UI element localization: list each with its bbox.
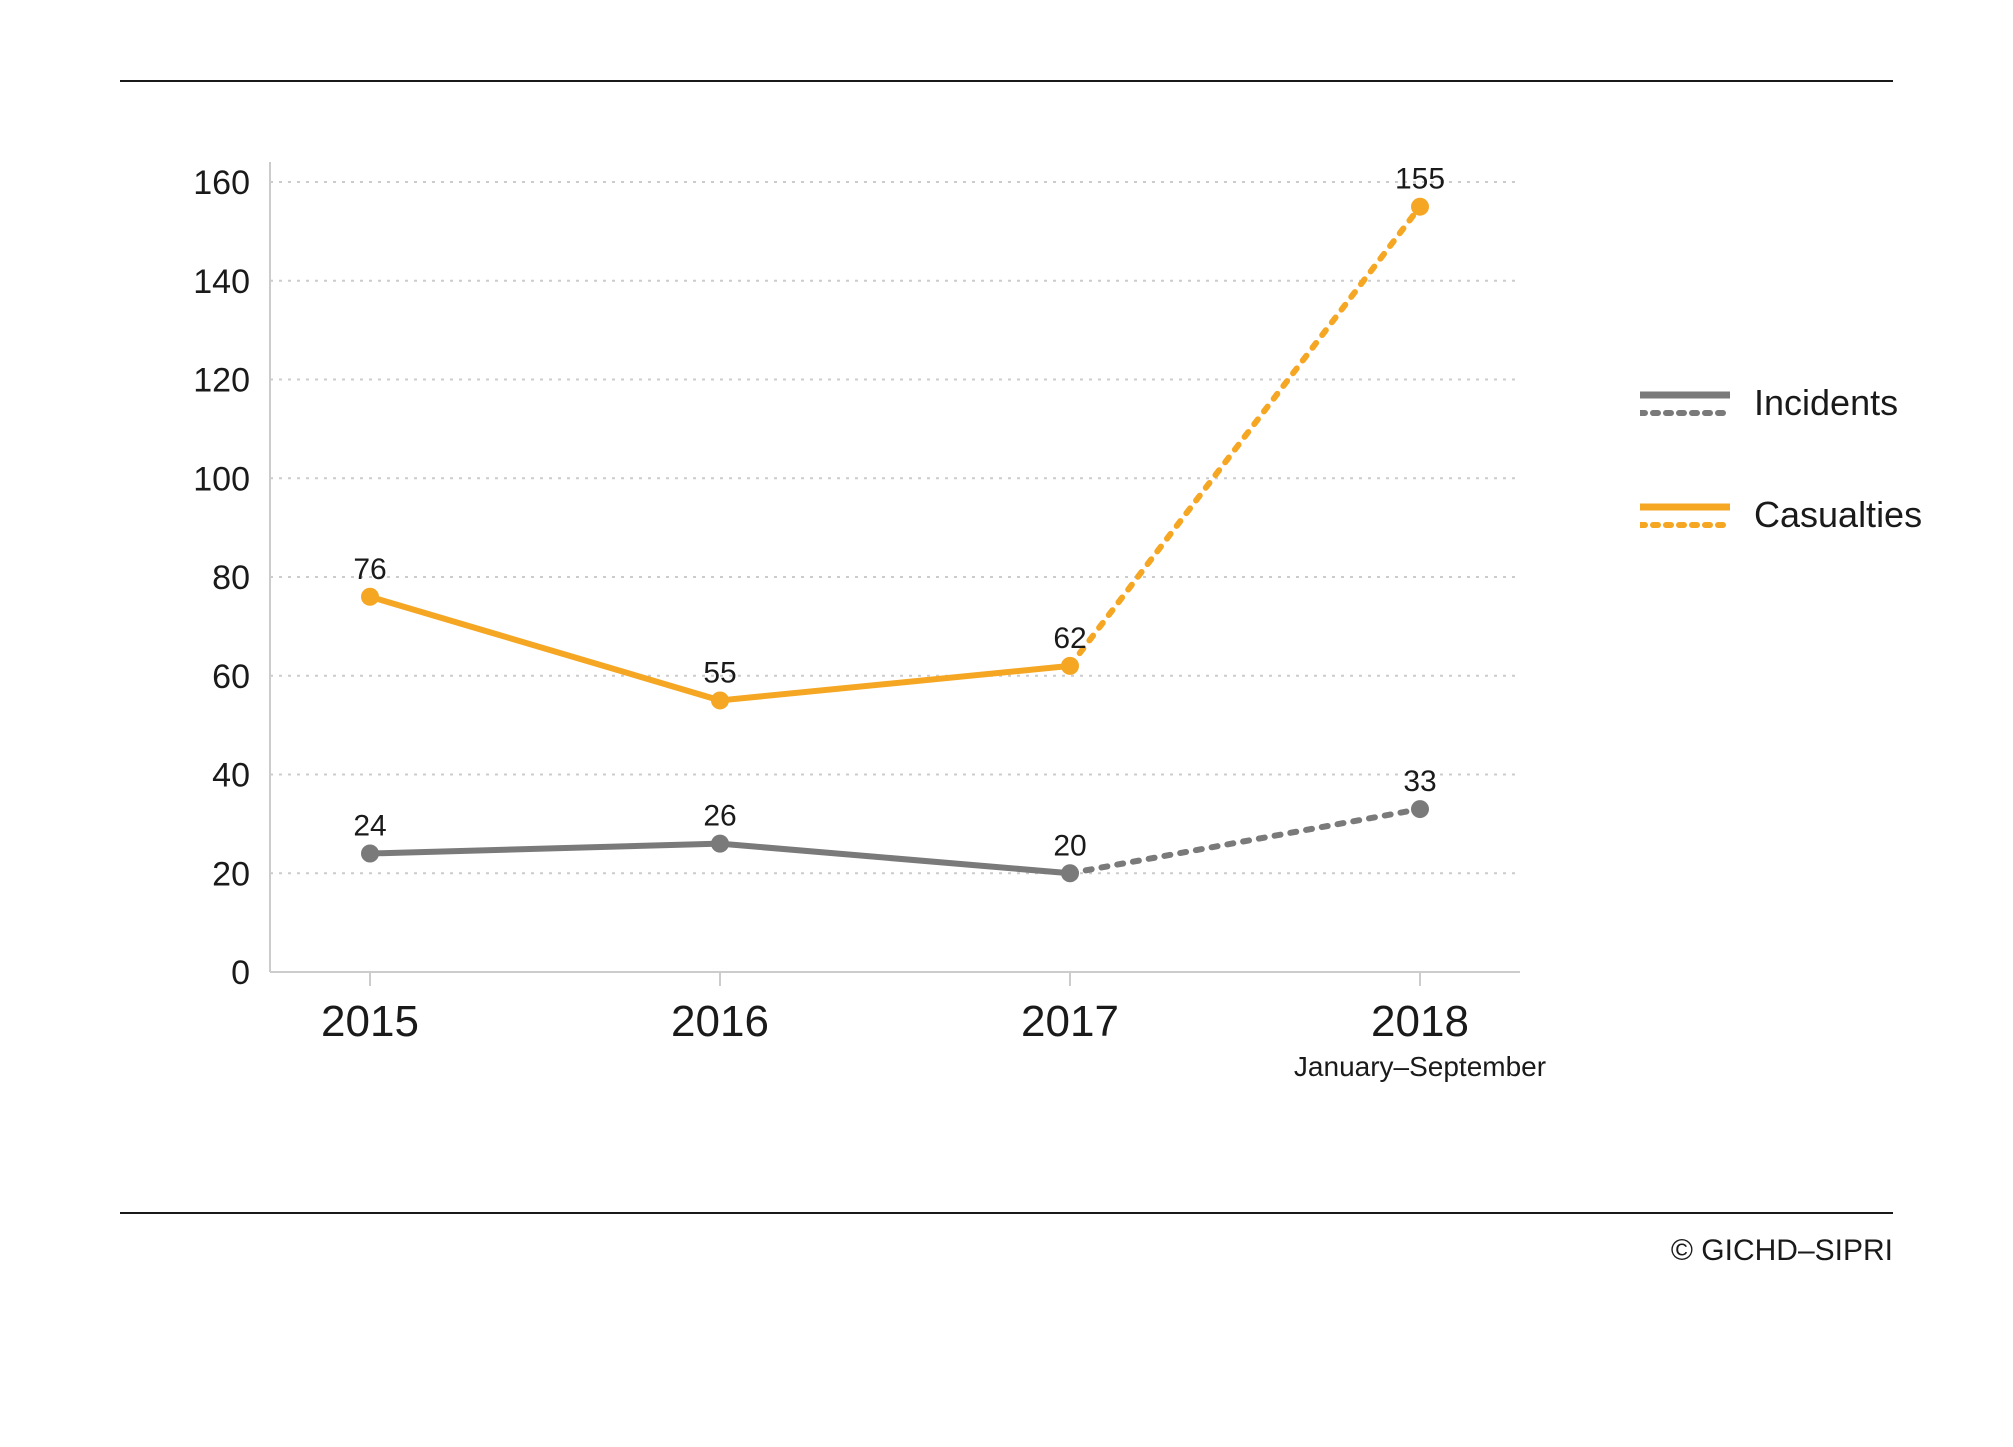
svg-text:0: 0 <box>231 954 250 992</box>
svg-text:155: 155 <box>1395 163 1445 196</box>
svg-text:100: 100 <box>193 460 250 498</box>
bottom-rule <box>120 1212 1893 1214</box>
svg-text:40: 40 <box>212 757 250 795</box>
svg-text:76: 76 <box>353 553 386 586</box>
svg-text:January–September: January–September <box>1294 1051 1546 1082</box>
legend-label-casualties: Casualties <box>1754 494 1922 536</box>
svg-text:33: 33 <box>1403 765 1436 798</box>
legend-entry-incidents: Incidents <box>1640 382 1922 424</box>
svg-text:160: 160 <box>193 164 250 202</box>
legend-swatch-incidents <box>1640 383 1730 423</box>
svg-text:140: 140 <box>193 263 250 301</box>
legend-entry-casualties: Casualties <box>1640 494 1922 536</box>
svg-text:2016: 2016 <box>671 997 769 1046</box>
svg-text:20: 20 <box>1053 829 1086 862</box>
legend: Incidents Casualties <box>1640 382 1922 606</box>
svg-text:62: 62 <box>1053 622 1086 655</box>
svg-text:24: 24 <box>353 810 386 843</box>
svg-text:120: 120 <box>193 362 250 400</box>
page: 0 20 40 60 80 100 120 140 160 2015 2016 2017 2018 Jan… <box>0 0 2013 1447</box>
legend-swatch-casualties <box>1640 495 1730 535</box>
svg-text:2017: 2017 <box>1021 997 1119 1046</box>
line-chart: 0 20 40 60 80 100 120 140 160 2015 2016 2017 2018 Jan… <box>120 122 1600 1172</box>
credit-text: © GICHD–SIPRI <box>120 1234 1893 1268</box>
svg-text:2015: 2015 <box>321 997 419 1046</box>
svg-text:60: 60 <box>212 658 250 696</box>
svg-text:55: 55 <box>703 656 736 689</box>
svg-text:80: 80 <box>212 559 250 597</box>
svg-text:20: 20 <box>212 855 250 893</box>
top-rule <box>120 80 1893 82</box>
legend-label-incidents: Incidents <box>1754 382 1898 424</box>
svg-text:26: 26 <box>703 800 736 833</box>
svg-text:2018: 2018 <box>1371 997 1469 1046</box>
chart-area: 0 20 40 60 80 100 120 140 160 2015 2016 2017 2018 Jan… <box>120 122 1893 1172</box>
